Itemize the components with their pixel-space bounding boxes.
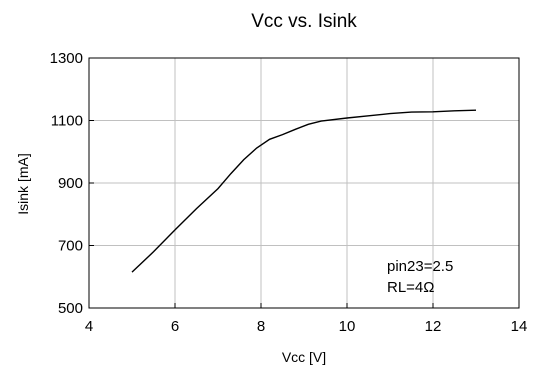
grid (89, 58, 519, 308)
y-tick-label: 900 (58, 175, 83, 192)
x-tick-label: 8 (257, 318, 265, 335)
x-axis-label: Vcc [V] (282, 349, 326, 365)
y-axis-label: Isink [mA] (15, 153, 31, 214)
x-tick-label: 4 (85, 318, 93, 335)
x-tick-label: 12 (425, 318, 442, 335)
annotation-rl: RL=4Ω (387, 279, 435, 296)
y-tick-label: 700 (58, 238, 83, 255)
x-tick-label: 6 (171, 318, 179, 335)
x-tick-label: 10 (339, 318, 356, 335)
y-axis-ticks: 500 700 900 1100 1300 (50, 50, 94, 317)
x-tick-label: 14 (511, 318, 528, 335)
x-axis-ticks: 4 6 8 10 12 14 (85, 303, 528, 335)
chart-title: Vcc vs. Isink (251, 11, 357, 32)
y-tick-label: 500 (58, 300, 83, 317)
y-tick-label: 1100 (51, 113, 83, 130)
series-line (131, 109, 477, 273)
annotation-pin23: pin23=2.5 (387, 258, 453, 275)
y-tick-label: 1300 (50, 50, 83, 67)
